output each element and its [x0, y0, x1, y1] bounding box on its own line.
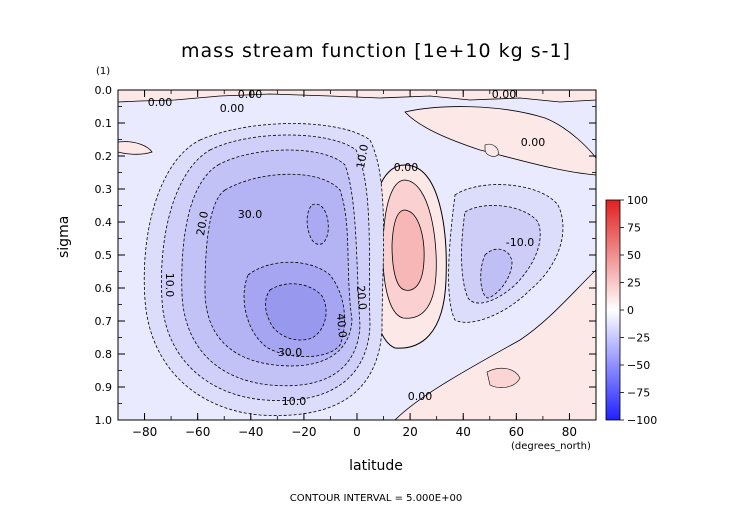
x-tick-label: 20: [402, 425, 417, 439]
x-tick-label: 80: [562, 425, 577, 439]
contour-label: 10.0: [354, 143, 371, 169]
y-units-label: (1): [96, 66, 111, 77]
y-tick-label: 0.7: [95, 315, 113, 328]
colorbar-tick-label: 100: [627, 194, 648, 207]
colorbar-tick-label: 50: [627, 249, 641, 262]
contour-label: 0.00: [492, 88, 517, 101]
x-tick-label: −40: [238, 425, 263, 439]
positive-core-center: [391, 209, 425, 291]
contour-label: 0.00: [238, 88, 263, 101]
colorbar-tick-label: 75: [627, 222, 641, 235]
y-tick-label: 0.1: [95, 117, 113, 130]
y-tick-label: 0.6: [95, 282, 113, 295]
contour-label: 0.00: [408, 390, 433, 403]
positive-pocket-upper: [484, 143, 499, 157]
colorbar-tick-label: 0: [627, 304, 634, 317]
x-axis-label: latitude: [349, 458, 403, 474]
negative-contour-upper-pocket: [306, 203, 329, 245]
contour-interval-note: CONTOUR INTERVAL = 5.000E+00: [289, 493, 463, 504]
x-tick-label: 60: [509, 425, 524, 439]
colorbar-tick-label: −50: [627, 359, 650, 372]
contour-label: 20.0: [194, 210, 211, 236]
y-tick-label: 0.4: [95, 216, 113, 229]
chart-title: mass stream function [1e+10 kg s-1]: [181, 40, 571, 62]
x-units-label: (degrees_north): [511, 441, 591, 452]
y-tick-label: 0.9: [95, 381, 113, 394]
x-tick-label: −60: [185, 425, 210, 439]
axes: −80 −60 −40 −20 0 20 40 60 80 0.0 0.1 0.2 0.3 0.4 0.5 0…: [95, 84, 597, 439]
contour-label: 30.0: [238, 208, 263, 221]
y-tick-label: 0.8: [95, 348, 113, 361]
contour-label: 0.00: [521, 136, 546, 149]
x-tick-label: −80: [132, 425, 157, 439]
colorbar: [605, 199, 621, 421]
negative-right-contour-15: [480, 248, 513, 299]
contour-label: 20.0: [354, 285, 369, 311]
positive-region-upper-right: [404, 106, 596, 176]
contour-label: 10.0: [163, 273, 176, 298]
contour-label: 10.0: [282, 395, 307, 408]
contour-label: -10.0: [506, 236, 534, 249]
positive-region-bottom-right: [394, 269, 596, 420]
contour-label: 30.0: [278, 346, 303, 359]
x-tick-label: 40: [456, 425, 471, 439]
y-tick-label: 0.2: [95, 150, 113, 163]
filled-contours: [118, 90, 596, 420]
y-tick-label: 1.0: [95, 414, 113, 427]
x-tick-label: 0: [353, 425, 361, 439]
x-tick-label: −20: [291, 425, 316, 439]
y-tick-label: 0.5: [95, 249, 113, 262]
contour-label: 40.0: [334, 313, 349, 339]
negative-contour-45: [265, 283, 327, 341]
contour-label: 0.00: [220, 102, 245, 115]
positive-pocket-lower: [486, 367, 521, 388]
contour-label: 0.00: [148, 96, 173, 109]
y-tick-label: 0.0: [95, 84, 113, 97]
y-tick-label: 0.3: [95, 183, 113, 196]
colorbar-ticks: 100 75 50 25 0 −25 −50 −75 −100: [620, 194, 657, 427]
contour-label: 0.00: [394, 161, 419, 174]
contour-labels: 0.000.000.000.000.000.000.0010.010.010.0…: [148, 88, 546, 408]
colorbar-tick-label: −100: [627, 414, 657, 427]
colorbar-tick-label: −25: [627, 332, 650, 345]
colorbar-tick-label: −75: [627, 387, 650, 400]
positive-region-left-strip: [118, 141, 153, 155]
colorbar-tick-label: 25: [627, 277, 641, 290]
